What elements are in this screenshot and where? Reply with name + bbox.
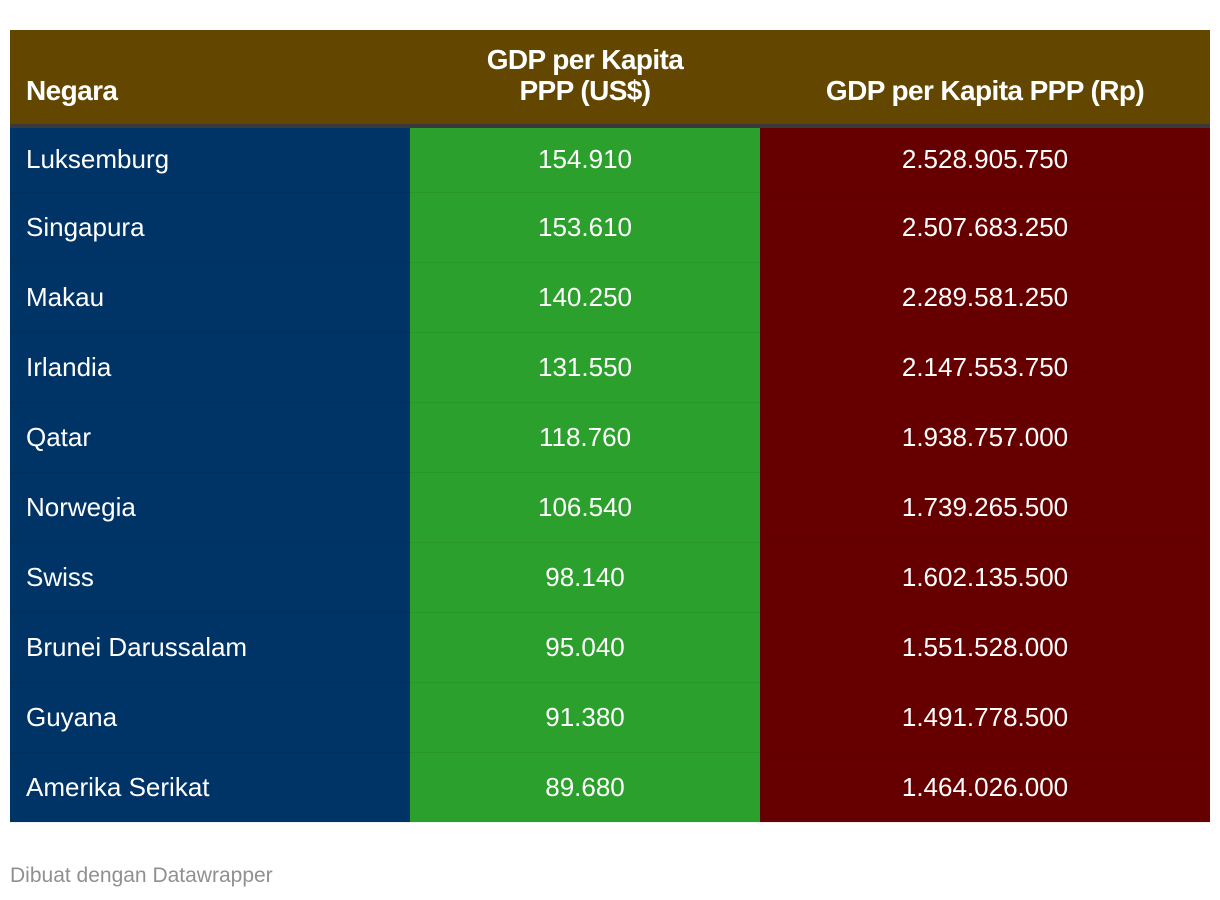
table-row: Qatar 118.760 1.938.757.000: [10, 402, 1210, 473]
table-header: Negara GDP per Kapita PPP (US$) GDP per …: [10, 30, 1210, 126]
gdp-per-capita-table: Negara GDP per Kapita PPP (US$) GDP per …: [10, 30, 1210, 823]
column-header-gdp-usd[interactable]: GDP per Kapita PPP (US$): [486, 44, 684, 106]
table-row: Norwegia 106.540 1.739.265.500: [10, 472, 1210, 543]
table-row: Brunei Darussalam 95.040 1.551.528.000: [10, 612, 1210, 683]
gdp-rp-cell: 1.491.778.500: [760, 682, 1210, 753]
gdp-rp-cell: 2.528.905.750: [760, 124, 1210, 193]
country-cell: Makau: [10, 262, 410, 333]
country-cell: Irlandia: [10, 332, 410, 403]
country-cell: Brunei Darussalam: [10, 612, 410, 683]
country-cell: Qatar: [10, 402, 410, 473]
gdp-usd-cell: 154.910: [410, 124, 760, 193]
table-row: Swiss 98.140 1.602.135.500: [10, 542, 1210, 613]
gdp-rp-cell: 2.507.683.250: [760, 192, 1210, 263]
gdp-rp-cell: 1.602.135.500: [760, 542, 1210, 613]
table-row: Singapura 153.610 2.507.683.250: [10, 192, 1210, 263]
footer-credit: Dibuat dengan Datawrapper: [10, 864, 273, 887]
gdp-usd-cell: 95.040: [410, 612, 760, 683]
column-header-gdp-rp[interactable]: GDP per Kapita PPP (Rp): [825, 75, 1145, 106]
gdp-usd-cell: 140.250: [410, 262, 760, 333]
column-header-country[interactable]: Negara: [26, 75, 118, 106]
gdp-rp-cell: 2.147.553.750: [760, 332, 1210, 403]
table-row: Makau 140.250 2.289.581.250: [10, 262, 1210, 333]
gdp-usd-cell: 89.680: [410, 752, 760, 823]
gdp-table-container: Negara GDP per Kapita PPP (US$) GDP per …: [10, 30, 1210, 823]
country-cell: Guyana: [10, 682, 410, 753]
gdp-usd-cell: 153.610: [410, 192, 760, 263]
gdp-rp-cell: 1.464.026.000: [760, 752, 1210, 823]
gdp-usd-cell: 106.540: [410, 472, 760, 543]
gdp-usd-cell: 131.550: [410, 332, 760, 403]
country-cell: Amerika Serikat: [10, 752, 410, 823]
gdp-rp-cell: 1.739.265.500: [760, 472, 1210, 543]
table-row: Luksemburg 154.910 2.528.905.750: [10, 124, 1210, 193]
gdp-rp-cell: 2.289.581.250: [760, 262, 1210, 333]
header-row: Negara GDP per Kapita PPP (US$) GDP per …: [10, 30, 1210, 126]
table-row: Irlandia 131.550 2.147.553.750: [10, 332, 1210, 403]
table-row: Guyana 91.380 1.491.778.500: [10, 682, 1210, 753]
country-cell: Singapura: [10, 192, 410, 263]
country-cell: Luksemburg: [10, 124, 410, 193]
gdp-usd-cell: 98.140: [410, 542, 760, 613]
country-cell: Swiss: [10, 542, 410, 613]
table-row: Amerika Serikat 89.680 1.464.026.000: [10, 752, 1210, 823]
table-body: Luksemburg 154.910 2.528.905.750 Singapura 1…: [10, 124, 1210, 823]
gdp-rp-cell: 1.551.528.000: [760, 612, 1210, 683]
gdp-rp-cell: 1.938.757.000: [760, 402, 1210, 473]
gdp-usd-cell: 118.760: [410, 402, 760, 473]
country-cell: Norwegia: [10, 472, 410, 543]
gdp-usd-cell: 91.380: [410, 682, 760, 753]
